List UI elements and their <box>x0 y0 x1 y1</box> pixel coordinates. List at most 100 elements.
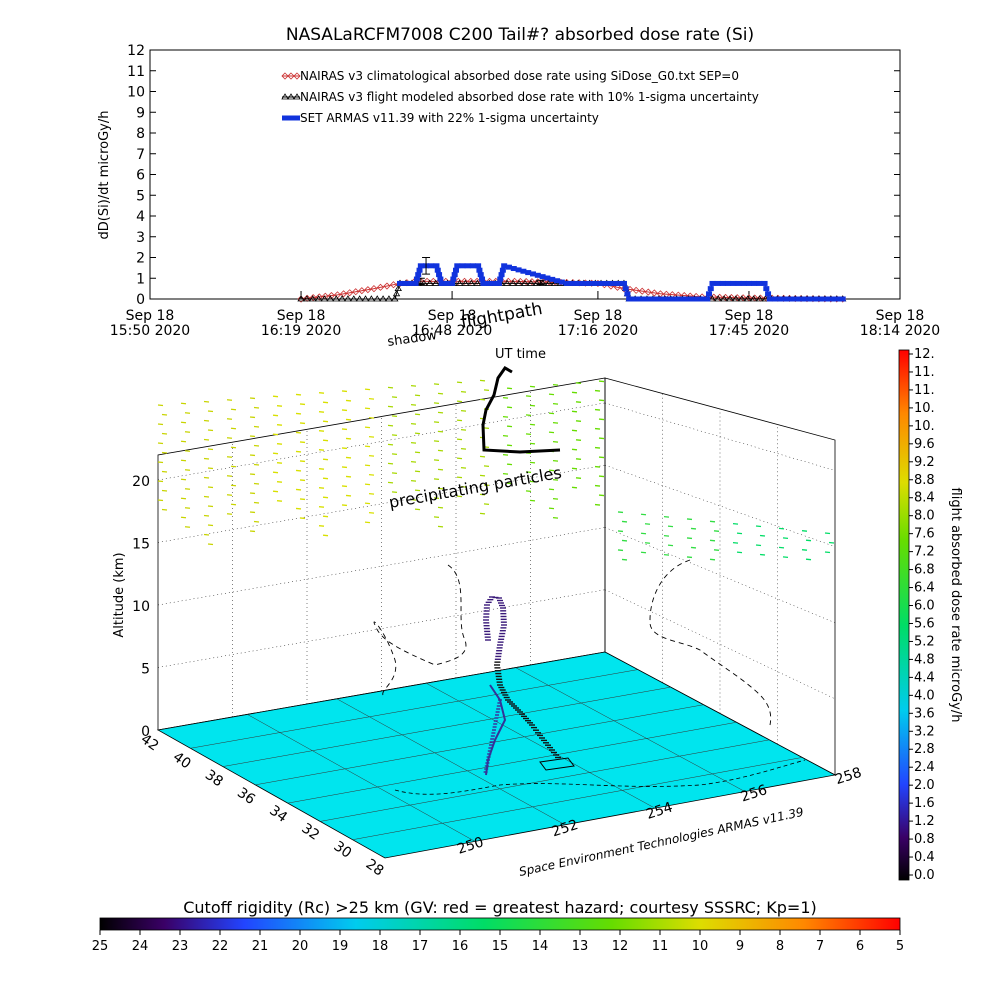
particle-mark <box>322 458 329 461</box>
data-point-marker <box>708 295 716 302</box>
particle-mark <box>345 418 352 421</box>
z-tick-label: 5 <box>141 662 150 678</box>
particle-mark <box>203 514 210 517</box>
data-point-marker <box>433 263 440 269</box>
particle-mark <box>207 467 214 470</box>
particle-mark <box>414 451 421 454</box>
particle-mark <box>805 539 812 542</box>
data-point-marker <box>361 295 370 302</box>
data-point-marker <box>459 263 466 269</box>
chart-title: NASALaRCFM7008 C200 Tail#? absorbed dose… <box>286 25 754 45</box>
particle-mark <box>552 421 559 424</box>
data-point-marker <box>707 286 714 292</box>
particle-mark <box>230 408 237 411</box>
longitude-tick-label: 258 <box>833 765 863 788</box>
particle-mark <box>483 465 490 468</box>
dose-colorbar-tick-label: 0.0 <box>914 868 935 883</box>
particle-mark <box>460 447 467 450</box>
particle-mark <box>391 434 398 437</box>
dose-colorbar-tick-label: 4.8 <box>914 652 935 667</box>
particle-mark <box>184 507 191 509</box>
particle-mark <box>364 464 371 467</box>
surface-gridline <box>515 667 746 792</box>
x-tick-label-time: 17:45 2020 <box>709 323 789 339</box>
particle-mark <box>456 457 463 460</box>
data-point-marker <box>416 267 423 273</box>
x-tick-label-time: 16:19 2020 <box>261 323 341 339</box>
data-point-marker <box>756 280 763 286</box>
particle-mark <box>253 482 260 485</box>
data-point-marker <box>726 295 734 302</box>
dose-colorbar-tick-label: 8.8 <box>914 473 935 488</box>
particle-mark <box>207 410 214 413</box>
data-point-marker <box>498 272 505 278</box>
data-point-marker <box>615 280 622 286</box>
rigidity-colorbar-tick-label: 8 <box>776 939 784 954</box>
data-point-marker <box>503 279 511 286</box>
particle-mark <box>594 389 601 392</box>
data-point-marker <box>670 296 677 302</box>
particle-mark <box>322 534 329 537</box>
data-point-marker <box>510 266 517 272</box>
particle-mark <box>552 402 559 405</box>
particle-mark <box>502 472 509 475</box>
particle-mark <box>299 422 306 425</box>
rigidity-colorbar-tick-label: 18 <box>372 939 389 954</box>
particle-mark <box>203 419 210 422</box>
particle-mark <box>368 455 375 457</box>
particle-mark <box>253 463 260 466</box>
particle-mark <box>483 503 490 506</box>
particle-mark <box>295 507 302 510</box>
y-tick-label: 2 <box>136 251 145 267</box>
particle-mark <box>299 517 306 520</box>
data-point-marker <box>781 296 788 302</box>
data-point-marker <box>638 287 646 295</box>
data-point-marker <box>674 296 681 302</box>
particle-mark <box>180 421 187 424</box>
data-point-marker <box>515 267 522 273</box>
data-point-marker <box>490 280 497 286</box>
particle-mark <box>525 490 532 492</box>
annotation-ut-time: UT time <box>495 347 546 362</box>
particle-mark <box>828 541 835 544</box>
particle-mark <box>157 442 164 445</box>
particle-mark <box>272 414 279 417</box>
particle-mark <box>295 488 302 491</box>
dose-colorbar-tick-label: 1.6 <box>914 796 935 811</box>
particle-mark <box>479 398 486 401</box>
wall-grid <box>157 390 836 776</box>
particle-mark <box>594 503 601 506</box>
particle-mark <box>180 402 187 405</box>
data-point-marker <box>449 280 456 286</box>
particle-mark <box>226 437 233 439</box>
data-point-marker <box>367 295 376 302</box>
x-tick-label-date: Sep 18 <box>126 308 175 324</box>
particle-mark <box>180 459 187 462</box>
x-tick-label-time: 17:16 2020 <box>558 323 638 339</box>
particle-mark <box>506 387 513 390</box>
particle-mark <box>667 544 674 547</box>
particle-mark <box>479 474 486 477</box>
data-point-marker <box>684 296 691 302</box>
ground-track <box>485 684 507 776</box>
data-point-marker <box>452 267 459 273</box>
particle-mark <box>617 530 624 533</box>
data-point-marker <box>740 280 747 286</box>
data-point-marker <box>765 291 772 297</box>
data-point-marker <box>839 296 846 302</box>
cutoff-rigidity-surface <box>156 651 837 859</box>
data-point-marker <box>714 295 722 302</box>
particle-mark <box>782 537 789 539</box>
particle-mark <box>157 499 164 502</box>
particle-mark <box>249 454 256 457</box>
data-point-marker <box>282 115 288 121</box>
particle-mark <box>460 390 467 393</box>
data-point-marker <box>417 263 424 269</box>
particle-mark <box>368 436 375 438</box>
data-point-marker <box>495 280 502 286</box>
surface-gridline <box>336 698 566 826</box>
particle-mark <box>226 418 233 420</box>
particle-mark <box>230 503 237 506</box>
data-point-marker <box>497 276 504 282</box>
data-point-marker <box>338 295 346 302</box>
